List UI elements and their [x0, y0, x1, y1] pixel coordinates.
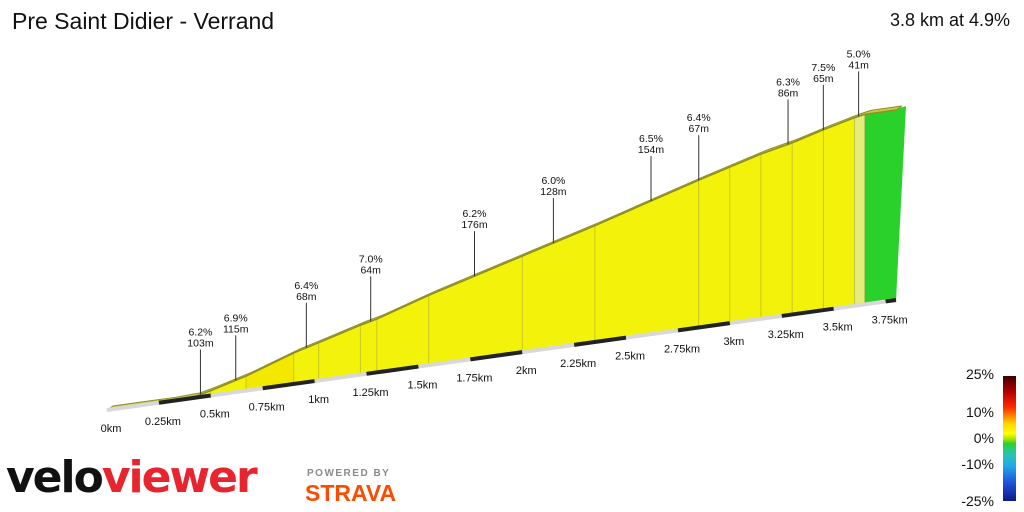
baseline-band [885, 298, 897, 304]
x-tick-label: 3km [724, 336, 745, 348]
logo-velo: velo [6, 452, 104, 503]
segment-gradient-label: 6.4% [294, 280, 318, 292]
x-tick-label: 1.75km [456, 372, 492, 384]
segment-gradient-label: 6.2% [463, 208, 487, 220]
segment-length-label: 176m [461, 219, 488, 231]
segment-gradient-label: 7.0% [359, 253, 383, 265]
baseline-band [470, 350, 523, 362]
segment-length-label: 86m [778, 87, 799, 99]
segment-gradient-label: 6.9% [224, 312, 248, 324]
segment-length-label: 65m [813, 73, 834, 85]
segment-length-label: 67m [689, 123, 710, 135]
gradient-legend-label: 10% [965, 404, 994, 420]
x-tick-label: 0.25km [145, 416, 181, 428]
baseline-band [314, 371, 367, 384]
baseline-band [262, 379, 315, 391]
baseline-band [158, 393, 212, 405]
profile-outline [106, 109, 897, 411]
veloviewer-logo: veloviewer [6, 452, 258, 504]
profile-segment [729, 153, 762, 324]
x-tick-label: 2.75km [664, 343, 700, 355]
profile-segment [698, 166, 731, 328]
x-tick-label: 3.75km [872, 314, 908, 326]
x-tick-label: 1km [308, 394, 329, 406]
gradient-legend-label: 25% [965, 366, 994, 382]
gradient-legend-label: -25% [961, 493, 994, 509]
baseline-band [106, 400, 160, 412]
gradient-legend-label: -10% [961, 456, 994, 472]
baseline-band [366, 364, 419, 376]
segment-gradient-label: 6.4% [687, 112, 711, 124]
segment-gradient-label: 7.5% [811, 62, 835, 74]
segment-gradient-label: 6.3% [776, 76, 800, 88]
climb-summary: 3.8 km at 4.9% [889, 10, 1010, 30]
segment-length-label: 154m [638, 144, 665, 156]
x-tick-label: 1.25km [353, 387, 389, 399]
segment-length-label: 64m [360, 264, 381, 276]
segment-length-label: 128m [540, 186, 567, 198]
x-tick-label: 3.5km [823, 322, 853, 334]
chart-title: Pre Saint Didier - Verrand [12, 8, 275, 34]
profile-end-face [891, 106, 906, 301]
profile-segment [791, 129, 824, 315]
powered-by-label: POWERED BY [307, 468, 391, 479]
x-tick-label: 0.5km [200, 409, 230, 421]
logo-viewer: viewer [101, 452, 258, 503]
segment-gradient-label: 6.5% [639, 133, 663, 145]
segment-gradient-label: 5.0% [847, 48, 871, 60]
baseline-band [677, 321, 731, 333]
baseline-band [781, 306, 834, 318]
x-tick-label: 2.5km [615, 351, 645, 363]
profile-segment [293, 342, 320, 385]
profile-segment [854, 113, 866, 307]
x-tick-label: 0km [101, 423, 122, 435]
segment-length-label: 103m [187, 338, 214, 350]
x-tick-label: 2.25km [560, 358, 596, 370]
baseline-band [833, 299, 886, 311]
profile-segment [822, 117, 855, 311]
profile-segment [760, 142, 793, 320]
baseline-band [418, 357, 471, 369]
baseline-band [210, 386, 263, 398]
profile-segment [521, 225, 596, 353]
x-tick-label: 1.5km [407, 380, 437, 392]
baseline-band [573, 335, 627, 347]
gradient-legend-bar [1003, 376, 1016, 501]
profile-segment [359, 318, 378, 376]
segment-gradient-label: 6.2% [188, 327, 212, 339]
x-tick-label: 3.25km [768, 329, 804, 341]
gradient-legend-label: 0% [973, 430, 994, 446]
profile-segment [864, 109, 897, 305]
x-tick-label: 0.75km [249, 401, 285, 413]
segment-length-label: 68m [296, 291, 317, 303]
segment-length-label: 41m [848, 59, 869, 71]
baseline-band [625, 328, 679, 340]
segment-length-label: 115m [223, 323, 249, 335]
strava-logo: STRAVA [305, 480, 397, 506]
baseline-band [729, 313, 783, 326]
x-tick-label: 2km [516, 365, 537, 377]
segment-gradient-label: 6.0% [541, 175, 565, 187]
profile-segment [428, 255, 523, 366]
profile-segment [594, 179, 700, 343]
baseline-band [521, 342, 575, 355]
